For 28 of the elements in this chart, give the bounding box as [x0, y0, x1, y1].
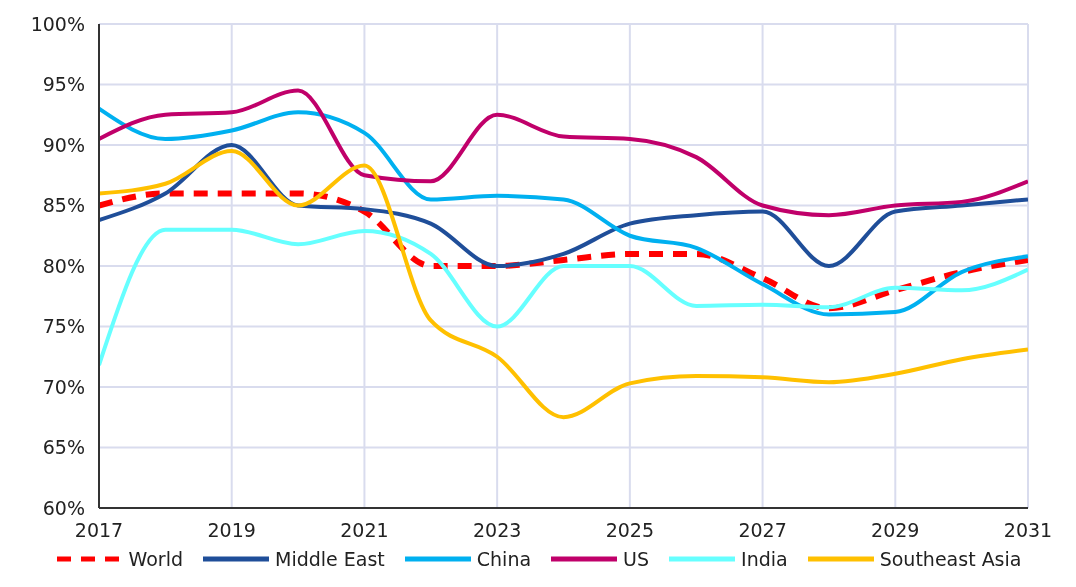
x-tick-label: 2021 [340, 519, 389, 542]
x-tick-label: 2027 [738, 519, 787, 542]
y-tick-label: 65% [42, 436, 85, 459]
x-tick-label: 2031 [1003, 519, 1053, 542]
x-tick-label: 2019 [207, 519, 256, 542]
y-tick-label: 100% [30, 12, 85, 35]
x-tick-label: 2029 [871, 519, 920, 542]
line-series [99, 149, 1028, 420]
y-tick-label: 75% [42, 315, 85, 338]
y-tick-label: 60% [42, 496, 85, 519]
legend-label: Southeast Asia [879, 548, 1022, 570]
y-tick-label: 95% [42, 73, 85, 96]
legend-label: World [128, 548, 183, 570]
y-tick-label: 90% [42, 133, 85, 156]
y-tick-label: 80% [42, 254, 85, 277]
line-series [99, 227, 1028, 368]
legend-label: Middle East [274, 548, 385, 570]
x-tick-label: 2023 [472, 519, 522, 542]
legend-label: China [476, 548, 532, 570]
line-series [99, 88, 1028, 218]
x-tick-label: 2025 [605, 519, 655, 542]
y-tick-label: 70% [42, 375, 85, 398]
y-tick-label: 85% [42, 194, 85, 217]
line-series [99, 143, 1028, 268]
x-tick-label: 2017 [74, 519, 124, 542]
legend-label: India [741, 548, 788, 570]
legend-label: US [623, 548, 650, 570]
line-series [99, 106, 1028, 317]
